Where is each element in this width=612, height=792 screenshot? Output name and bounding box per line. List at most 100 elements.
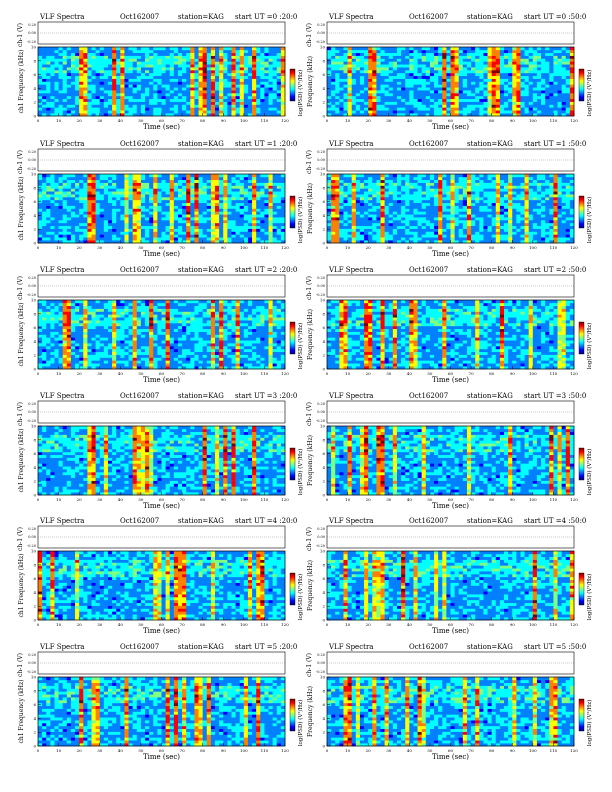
- spectrogram-cell: [264, 199, 269, 204]
- spectrogram-cell: [206, 225, 212, 229]
- spectrogram-cell: [124, 87, 129, 91]
- spectrogram-cell: [434, 64, 439, 68]
- spectrogram-cell: [58, 84, 63, 88]
- spectrogram-cell: [194, 231, 199, 235]
- spectrogram-cell: [454, 78, 460, 82]
- spectrogram-cell: [331, 174, 336, 178]
- spectrogram-cell: [392, 95, 398, 100]
- spectrogram-cell: [429, 49, 435, 54]
- spectrogram-cell: [194, 205, 199, 209]
- spectrogram-cell: [247, 231, 253, 235]
- spectrogram-cell: [351, 179, 357, 183]
- spectrogram-cell: [545, 70, 550, 74]
- spectrogram-cell: [545, 47, 550, 51]
- spectrogram-cell: [372, 234, 377, 238]
- spectrogram-cell: [479, 98, 484, 102]
- spectrogram-cell: [409, 49, 414, 54]
- spectrogram-cell: [79, 58, 84, 62]
- spectrogram-cell: [186, 93, 191, 97]
- spectrogram-cell: [38, 202, 43, 206]
- spectrogram-cell: [569, 70, 575, 74]
- spectrogram-cell: [545, 78, 550, 82]
- spectrogram-cell: [124, 179, 129, 183]
- spectrogram-cell: [466, 58, 472, 62]
- spectrogram-cell: [116, 240, 121, 244]
- spectrogram-cell: [256, 174, 261, 178]
- spectrogram-cell: [206, 87, 212, 91]
- spectrogram-cell: [202, 199, 208, 204]
- spectrogram-cell: [347, 98, 352, 102]
- spectrogram-cell: [256, 208, 261, 212]
- spectrogram-cell: [112, 87, 117, 91]
- spectrogram-cell: [165, 75, 171, 79]
- spectrogram-cell: [388, 237, 394, 241]
- spectrogram-cell: [54, 194, 59, 198]
- spectrogram-cell: [417, 78, 422, 82]
- spectrogram-cell: [372, 217, 377, 221]
- spectrogram-cell: [54, 84, 59, 88]
- spectrogram-cell: [442, 84, 447, 88]
- spectrogram-cell: [165, 81, 171, 85]
- spectrogram-cell: [66, 95, 72, 100]
- spectrogram-cell: [339, 55, 344, 59]
- spectrogram-cell: [157, 179, 162, 183]
- spectrogram-cell: [276, 107, 282, 111]
- spectrogram-cell: [359, 67, 365, 71]
- spectrogram-cell: [343, 202, 348, 206]
- spectrogram-cell: [194, 55, 199, 59]
- spectrogram-cell: [335, 174, 340, 178]
- spectrogram-cell: [512, 107, 517, 111]
- spectrogram-cell: [413, 72, 418, 77]
- spectrogram-cell: [364, 55, 369, 59]
- spectrogram-cell: [347, 67, 352, 71]
- spectrogram-cell: [520, 55, 525, 59]
- spectrogram-cell: [409, 205, 414, 209]
- spectrogram-cell: [91, 174, 96, 178]
- spectrogram-cell: [202, 185, 208, 189]
- spectrogram-cell: [392, 87, 398, 91]
- spectrogram-cell: [331, 98, 336, 102]
- spectrogram-cell: [124, 47, 129, 51]
- spectrogram-cell: [438, 72, 443, 77]
- spectrogram-cell: [66, 110, 72, 114]
- spectrogram-cell: [161, 225, 166, 229]
- spectrogram-cell: [219, 205, 224, 209]
- spectrogram-cell: [87, 55, 92, 59]
- spectrogram-cell: [355, 81, 361, 85]
- spectrogram-cell: [46, 240, 51, 244]
- spectrogram-cell: [339, 179, 344, 183]
- spectrogram-cell: [239, 188, 245, 192]
- spectrogram-cell: [177, 107, 183, 111]
- spectrogram-cell: [252, 176, 257, 181]
- spectrogram-cell: [239, 211, 245, 215]
- spectrogram-cell: [413, 87, 418, 91]
- spectrogram-cell: [409, 222, 414, 227]
- spectrogram-cell: [252, 58, 257, 62]
- spectrogram-cell: [272, 237, 278, 241]
- spectrogram-cell: [536, 90, 542, 94]
- spectrogram-cell: [462, 95, 468, 100]
- spectrogram-cell: [58, 176, 63, 181]
- spectrogram-cell: [401, 228, 406, 232]
- spectrogram-cell: [83, 107, 88, 111]
- spectrogram-cell: [75, 78, 80, 82]
- spectrogram-cell: [462, 49, 468, 54]
- spectrogram-cell: [252, 90, 257, 94]
- spectrogram-cell: [83, 49, 88, 54]
- spectrogram-cell: [136, 225, 142, 229]
- spectrogram-cell: [235, 188, 241, 192]
- spectrogram-cell: [491, 84, 497, 88]
- spectrogram-cell: [561, 78, 567, 82]
- spectrogram-cell: [157, 185, 162, 189]
- spectrogram-cell: [198, 222, 203, 227]
- spectrogram-cell: [384, 208, 390, 212]
- spectrogram-cell: [260, 191, 265, 195]
- spectrogram-cell: [120, 197, 125, 201]
- spectrogram-cell: [355, 87, 361, 91]
- spectrogram-cell: [54, 231, 59, 235]
- spectrogram-cell: [140, 202, 146, 206]
- spectrogram-cell: [247, 52, 253, 56]
- spectrogram-cell: [145, 72, 150, 77]
- spectrogram-cell: [186, 49, 191, 54]
- spectrogram-cell: [243, 208, 249, 212]
